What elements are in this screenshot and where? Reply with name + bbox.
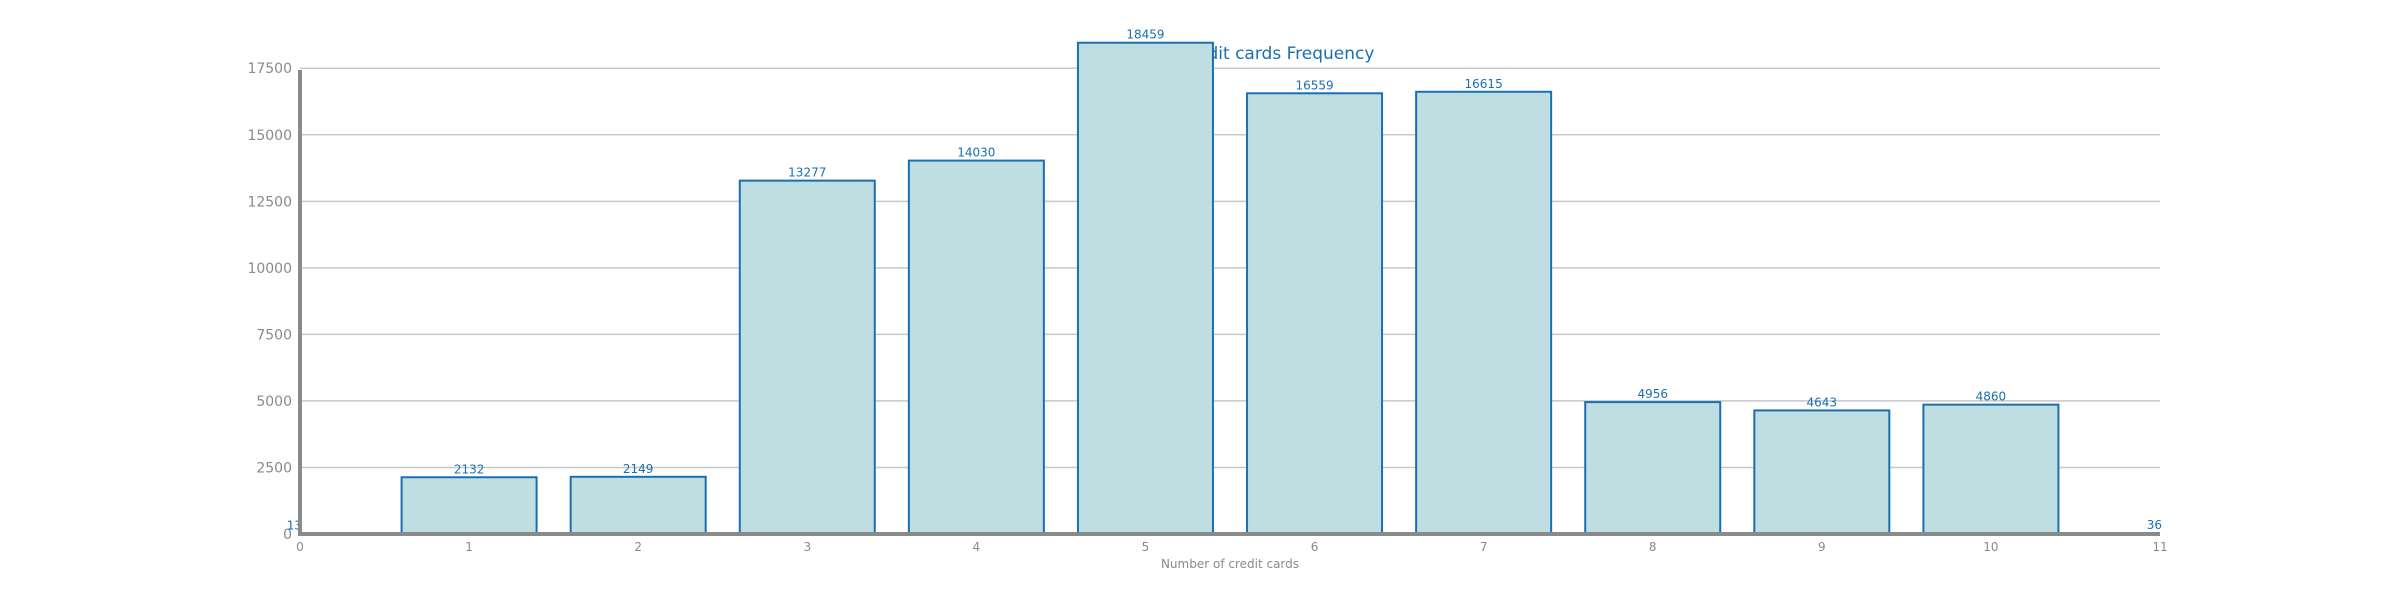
data-label: 36 [2147, 518, 2162, 532]
bar [1753, 409, 1891, 536]
data-label: 4643 [1807, 395, 1838, 409]
x-tick-label: 11 [2152, 540, 2167, 554]
y-tick-label: 17500 [247, 61, 292, 77]
bar [1922, 403, 2060, 536]
x-axis-ticks: 0 1 2 3 4 5 6 7 8 9 10 11 [296, 540, 2167, 554]
y-tick-label: 12500 [247, 194, 292, 210]
bar [1246, 92, 1384, 535]
data-label: 16559 [1295, 78, 1333, 92]
bar [1584, 401, 1722, 535]
x-tick-label: 4 [973, 540, 981, 554]
y-tick-label: 15000 [247, 128, 292, 144]
data-label: 14030 [957, 146, 995, 160]
data-label: 13277 [788, 166, 826, 180]
data-label: 2149 [623, 462, 654, 476]
bar [400, 476, 538, 536]
x-tick-label: 7 [1480, 540, 1488, 554]
x-tick-label: 9 [1818, 540, 1826, 554]
data-label: 18459 [1126, 28, 1164, 42]
x-tick-label: 6 [1311, 540, 1319, 554]
bar [569, 475, 707, 536]
y-tick-label: 10000 [247, 261, 292, 277]
x-tick-label: 1 [465, 540, 473, 554]
data-label: 16615 [1465, 77, 1503, 91]
bar [1076, 41, 1214, 535]
y-tick-label: 2500 [256, 460, 292, 476]
data-label: 4860 [1976, 390, 2007, 404]
bar [738, 179, 876, 535]
axes [298, 70, 2160, 536]
data-label: 2132 [454, 462, 485, 476]
bar [1415, 90, 1553, 535]
x-axis-label: Number of credit cards [1161, 557, 1299, 571]
x-tick-label: 10 [1983, 540, 1998, 554]
y-tick-label: 5000 [256, 394, 292, 410]
y-axis-ticks: 0 2500 5000 7500 10000 12500 15000 17500 [247, 61, 292, 543]
y-tick-label: 0 [283, 527, 292, 543]
gridlines [300, 67, 2160, 469]
x-tick-label: 3 [803, 540, 811, 554]
bars [400, 41, 2060, 536]
bar [907, 159, 1045, 536]
x-tick-label: 5 [1142, 540, 1150, 554]
x-tick-label: 2 [634, 540, 642, 554]
data-label: 4956 [1637, 387, 1668, 401]
y-tick-label: 7500 [256, 327, 292, 343]
x-tick-label: 8 [1649, 540, 1657, 554]
x-tick-label: 0 [296, 540, 304, 554]
